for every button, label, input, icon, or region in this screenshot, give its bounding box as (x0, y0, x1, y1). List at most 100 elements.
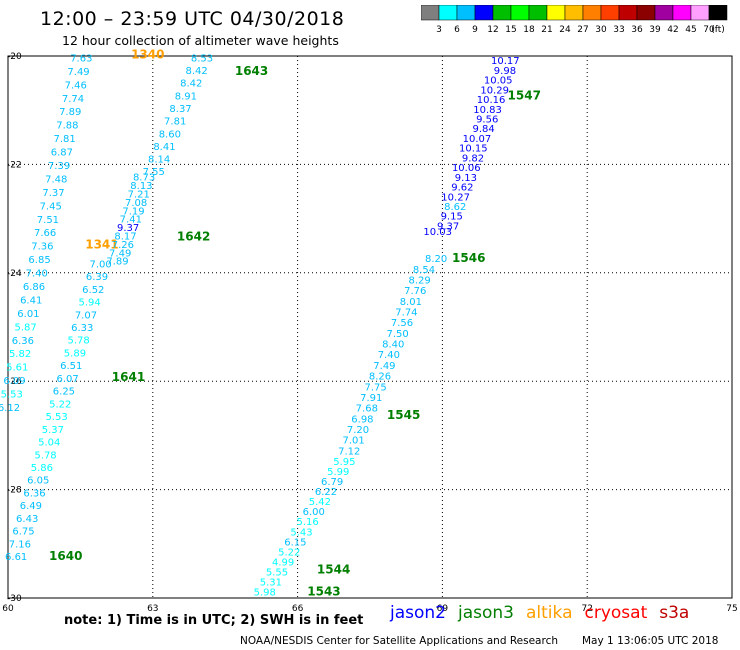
wave-height-value: 8.29 (408, 275, 430, 286)
credit-line: NOAA/NESDIS Center for Satellite Applica… (240, 635, 558, 647)
legend-label: 21 (541, 25, 552, 35)
wave-height-value: 6.33 (71, 323, 93, 334)
wave-height-value: 7.40 (26, 269, 48, 280)
wave-height-value: 6.09 (3, 376, 25, 387)
wave-height-value: 7.55 (143, 167, 165, 178)
y-tick-label: -22 (7, 160, 22, 170)
footnote: note: 1) Time is in UTC; 2) SWH is in fe… (64, 613, 364, 628)
wave-height-value: 5.55 (266, 567, 288, 578)
wave-height-value: 5.94 (78, 298, 100, 309)
wave-height-value: 7.74 (62, 94, 84, 105)
legend-swatch (708, 5, 728, 21)
wave-height-value: 6.86 (23, 282, 45, 293)
legend-label: 27 (577, 25, 588, 35)
wave-height-value: 8.14 (148, 155, 170, 166)
wave-height-value: 7.08 (125, 198, 147, 209)
wave-height-value: 10.17 (491, 56, 520, 67)
wave-height-value: 7.76 (404, 286, 426, 297)
wave-height-value: 6.25 (53, 387, 75, 398)
wave-height-value: 5.22 (278, 547, 300, 558)
wave-height-value: 6.85 (28, 255, 50, 266)
wave-height-value: 8.62 (444, 202, 466, 213)
legend-label: 45 (685, 25, 696, 35)
wave-height-value: 6.12 (0, 403, 20, 414)
satellite-name-cryosat: cryosat (584, 603, 648, 623)
wave-height-value: 8.91 (175, 91, 197, 102)
satellite-name-jason2: jason2 (390, 603, 446, 623)
wave-height-value: 10.16 (477, 95, 506, 106)
wave-height-value: 7.37 (42, 188, 64, 199)
wave-height-value: 6.39 (86, 272, 108, 283)
wave-height-value: 6.00 (303, 507, 325, 518)
wave-height-value: 5.61 (6, 363, 28, 374)
wave-height-value: 5.82 (9, 349, 31, 360)
wave-height-value: 5.99 (327, 467, 349, 478)
wave-height-value: 9.37 (117, 223, 139, 234)
wave-height-value: 6.51 (60, 361, 82, 372)
wave-height-value: 7.49 (373, 361, 395, 372)
wave-height-value: 8.01 (400, 297, 422, 308)
map-title: 12:00 – 23:59 UTC 04/30/2018 (40, 8, 345, 30)
wave-height-value: 7.88 (56, 121, 78, 132)
y-tick-label: -28 (7, 486, 22, 496)
wave-height-value: 8.26 (369, 372, 391, 383)
x-tick-label: 60 (2, 604, 14, 614)
timestamp: May 1 13:06:05 UTC 2018 (582, 635, 719, 647)
map-subtitle: 12 hour collection of altimeter wave hei… (62, 33, 339, 48)
y-tick-label: -26 (7, 377, 22, 387)
wave-height-value: 8.42 (186, 66, 208, 77)
wave-height-value: 7.19 (122, 206, 144, 217)
wave-height-value: 10.06 (452, 163, 481, 174)
wave-height-value: 6.05 (27, 476, 49, 487)
wave-height-value: 8.53 (191, 53, 213, 64)
wave-height-value: 8.41 (153, 142, 175, 153)
wave-height-value: 6.75 (12, 527, 34, 538)
wave-height-value: 5.04 (38, 438, 60, 449)
wave-height-value: 7.00 (90, 259, 112, 270)
wave-height-value: 7.68 (356, 404, 378, 415)
wave-height-value: 8.17 (114, 231, 136, 242)
track-id-label: 1341 (85, 237, 118, 251)
wave-height-value: 9.56 (476, 114, 498, 125)
wave-height-value: 10.05 (484, 76, 513, 87)
wave-height-value: 6.43 (16, 514, 38, 525)
wave-height-value: 7.49 (109, 248, 131, 259)
legend-label: (ft) (711, 25, 725, 35)
legend-label: 39 (649, 25, 661, 35)
wave-height-value: 7.21 (128, 189, 150, 200)
track-id-label: 1547 (508, 88, 541, 102)
wave-height-value: 6.22 (315, 487, 337, 498)
wave-height-value: 9.37 (437, 221, 459, 232)
wave-height-value: 5.95 (333, 457, 355, 468)
wave-height-value: 5.43 (290, 527, 312, 538)
wave-height-value: 7.89 (106, 257, 128, 268)
wave-height-value: 5.53 (1, 390, 23, 401)
wave-height-value: 5.31 (260, 577, 282, 588)
legend-label: 42 (667, 25, 678, 35)
satellite-name-jason3: jason3 (458, 603, 514, 623)
wave-height-value: 7.51 (37, 215, 59, 226)
track-id-label: 1643 (235, 64, 268, 78)
x-tick-label: 69 (437, 604, 449, 614)
wave-height-value: 9.82 (462, 153, 484, 164)
wave-height-value: 5.22 (49, 399, 71, 410)
wave-height-value: 6.36 (12, 336, 34, 347)
wave-height-value: 7.49 (67, 67, 89, 78)
map-frame (7, 55, 733, 599)
wave-height-value: 7.39 (48, 161, 70, 172)
track-id-label: 1545 (387, 408, 420, 422)
legend-label: 70 (703, 25, 715, 35)
wave-height-value: 8.37 (169, 104, 191, 115)
wave-height-value: 6.52 (82, 285, 104, 296)
wave-height-value: 7.89 (59, 107, 81, 118)
track-id-label: 1544 (317, 563, 350, 577)
wave-height-value: 6.87 (51, 148, 73, 159)
wave-height-value: 5.78 (34, 450, 56, 461)
legend-label: 9 (472, 25, 478, 35)
legend-label: 6 (454, 25, 460, 35)
wave-height-value: 7.20 (347, 425, 369, 436)
y-tick-label: -30 (7, 594, 22, 604)
y-tick-label: -24 (7, 269, 22, 279)
wave-height-value: 8.20 (425, 254, 447, 265)
wave-height-value: 7.91 (360, 393, 382, 404)
